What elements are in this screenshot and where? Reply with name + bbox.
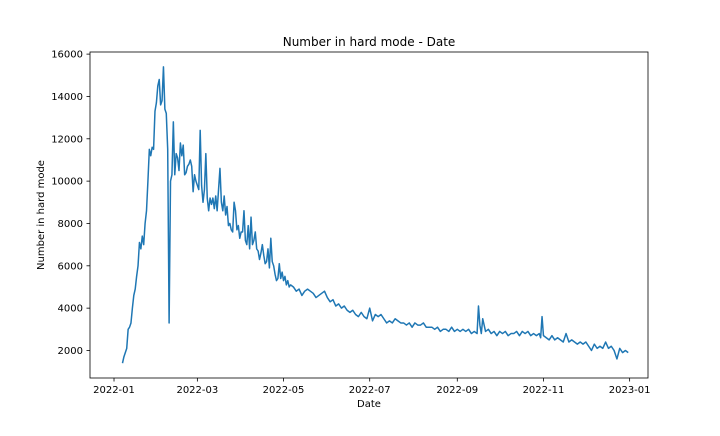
y-tick-label: 6000 — [58, 261, 83, 272]
y-tick-label: 2000 — [58, 346, 83, 357]
y-tick-label: 14000 — [51, 92, 83, 103]
y-tick-label: 12000 — [51, 134, 83, 145]
x-tick-label: 2022-11 — [523, 385, 565, 396]
x-tick-label: 2022-05 — [263, 385, 305, 396]
x-tick-label: 2023-01 — [609, 385, 651, 396]
x-axis-label: Date — [357, 399, 381, 410]
x-tick-label: 2022-01 — [93, 385, 135, 396]
y-tick-label: 10000 — [51, 177, 83, 188]
series-line — [121, 66, 629, 364]
x-tick-label: 2022-07 — [349, 385, 391, 396]
chart-title: Number in hard mode - Date — [283, 35, 456, 49]
axes-frame — [89, 51, 649, 379]
x-tick-label: 2022-09 — [436, 385, 478, 396]
y-tick-label: 4000 — [58, 304, 83, 315]
y-tick-label: 16000 — [51, 50, 83, 61]
y-axis-label: Number in hard mode — [36, 160, 47, 270]
plot-area — [89, 51, 649, 379]
x-tick-label: 2022-03 — [176, 385, 218, 396]
x-axis: 2022-01 2022-03 2022-05 2022-07 2022-09 2022-… — [93, 378, 651, 396]
y-axis: 2000 4000 6000 8000 10000 12000 14000 16000 — [51, 50, 90, 357]
y-tick-label: 8000 — [58, 219, 83, 230]
